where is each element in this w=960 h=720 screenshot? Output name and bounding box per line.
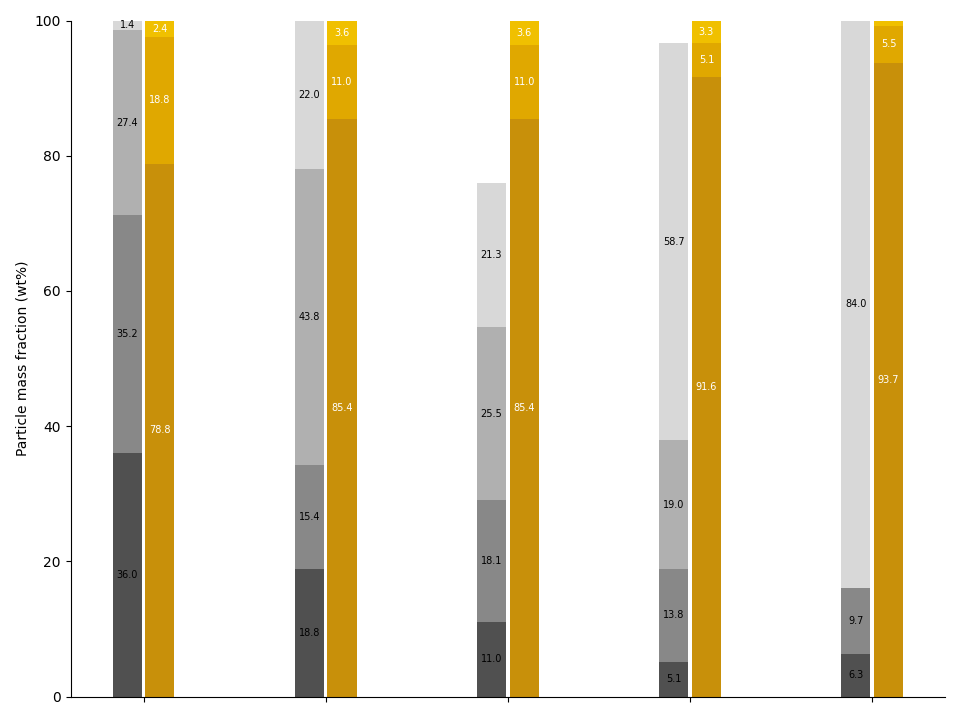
Bar	[510, 20, 539, 45]
Bar	[841, 588, 871, 654]
Bar	[327, 20, 356, 45]
Text: 21.3: 21.3	[481, 251, 502, 261]
Text: 5.5: 5.5	[880, 40, 897, 50]
Text: 6.3: 6.3	[848, 670, 863, 680]
Text: 18.8: 18.8	[299, 628, 320, 638]
Text: 11.0: 11.0	[514, 77, 535, 87]
Text: 78.8: 78.8	[149, 425, 171, 435]
Bar	[112, 453, 142, 696]
Bar	[659, 441, 688, 569]
Text: 35.2: 35.2	[116, 329, 138, 339]
Bar	[874, 20, 903, 26]
Bar	[145, 37, 175, 164]
Text: 15.4: 15.4	[299, 513, 320, 523]
Bar	[295, 20, 324, 169]
Text: 5.1: 5.1	[699, 55, 714, 65]
Bar	[692, 77, 721, 696]
Bar	[659, 43, 688, 441]
Bar	[510, 45, 539, 120]
Bar	[327, 120, 356, 696]
Text: 18.1: 18.1	[481, 556, 502, 566]
Text: 84.0: 84.0	[845, 300, 867, 310]
Text: 11.0: 11.0	[481, 654, 502, 665]
Y-axis label: Particle mass fraction (wt%): Particle mass fraction (wt%)	[15, 261, 29, 456]
Text: 27.4: 27.4	[116, 117, 138, 127]
Text: 85.4: 85.4	[514, 403, 535, 413]
Text: 25.5: 25.5	[481, 408, 502, 418]
Bar	[295, 465, 324, 570]
Bar	[841, 20, 871, 588]
Bar	[145, 164, 175, 696]
Bar	[692, 42, 721, 77]
Bar	[874, 63, 903, 696]
Text: 22.0: 22.0	[299, 90, 320, 100]
Bar	[692, 20, 721, 42]
Text: 5.1: 5.1	[666, 674, 682, 684]
Text: 58.7: 58.7	[662, 237, 684, 247]
Bar	[477, 500, 506, 622]
Text: 3.6: 3.6	[516, 27, 532, 37]
Text: 91.6: 91.6	[696, 382, 717, 392]
Text: 19.0: 19.0	[663, 500, 684, 510]
Bar	[659, 662, 688, 696]
Text: 11.0: 11.0	[331, 77, 352, 87]
Text: 3.6: 3.6	[334, 27, 349, 37]
Bar	[874, 26, 903, 63]
Text: 18.8: 18.8	[149, 95, 171, 105]
Text: 13.8: 13.8	[663, 611, 684, 621]
Text: 85.4: 85.4	[331, 403, 353, 413]
Text: 93.7: 93.7	[877, 375, 900, 384]
Bar	[477, 328, 506, 500]
Text: 36.0: 36.0	[116, 570, 138, 580]
Text: 2.4: 2.4	[153, 24, 168, 34]
Bar	[295, 570, 324, 696]
Bar	[145, 20, 175, 37]
Bar	[327, 45, 356, 120]
Text: 9.7: 9.7	[848, 616, 863, 626]
Bar	[477, 622, 506, 696]
Text: 43.8: 43.8	[299, 312, 320, 323]
Bar	[659, 569, 688, 662]
Bar	[112, 215, 142, 453]
Bar	[295, 169, 324, 465]
Bar	[112, 30, 142, 215]
Bar	[510, 120, 539, 696]
Bar	[112, 20, 142, 30]
Bar	[477, 184, 506, 328]
Text: 1.4: 1.4	[119, 20, 134, 30]
Text: 3.3: 3.3	[699, 27, 714, 37]
Bar	[841, 654, 871, 696]
